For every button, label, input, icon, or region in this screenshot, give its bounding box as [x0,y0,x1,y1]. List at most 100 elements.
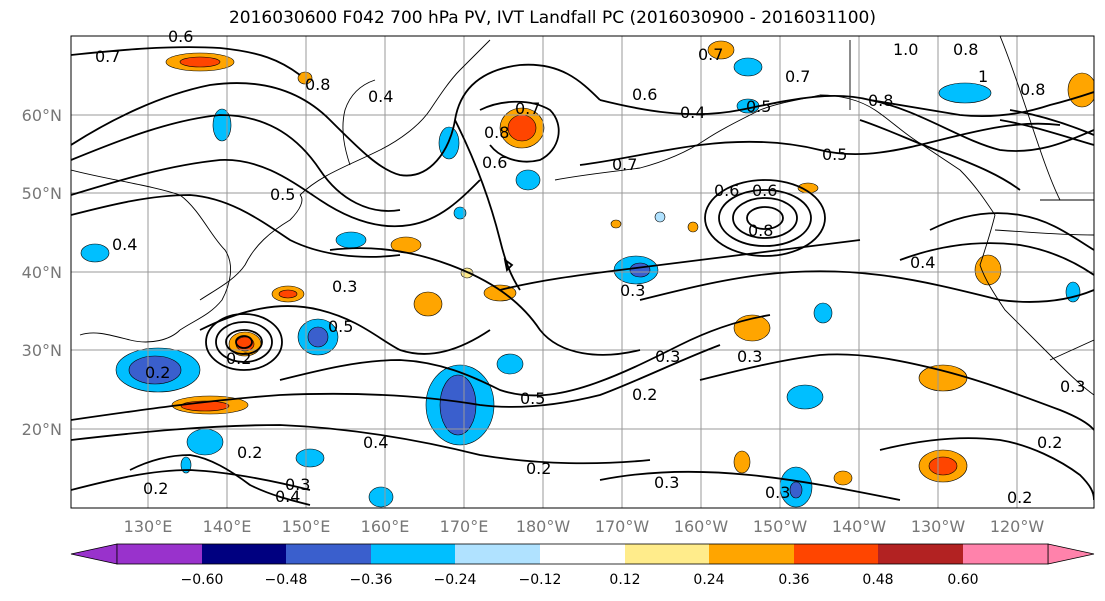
contour-label: 0.6 [714,181,739,200]
negative-anomaly-patch [1065,281,1081,303]
contour-label: 0.3 [765,483,790,502]
colorbar-segment [202,544,286,564]
colorbar-segment [878,544,963,564]
contour-label: 0.3 [655,347,680,366]
contour-label: 0.8 [1020,80,1045,99]
positive-anomaly-patch [297,71,313,85]
positive-anomaly-patch [833,470,853,486]
lat-label: 40°N [22,263,62,282]
contour-label: 0.5 [328,317,353,336]
lon-label: 170°E [440,517,489,536]
contour-label: 0.2 [1037,433,1062,452]
contour-label: 0.7 [95,47,120,66]
negative-anomaly-patch [496,353,524,375]
contour-label: 0.2 [226,349,251,368]
contour-label: 0.2 [1007,488,1032,507]
colorbar-segment [371,544,455,564]
positive-anomaly-patch [733,450,751,474]
colorbar-segment [286,544,371,564]
colorbar-tick-label: −0.60 [181,572,224,588]
contour-label: 0.2 [143,479,168,498]
positive-anomaly-patch [928,456,958,476]
positive-anomaly-patch [918,364,968,392]
pv-contours [71,46,1094,506]
colorbar-segment [963,544,1048,564]
contour-label: 0.7 [612,155,637,174]
negative-anomaly-patch [212,108,232,142]
colorbar-tick-label: −0.48 [265,572,308,588]
lat-label: 60°N [22,106,62,125]
colorbar-tick-label: −0.36 [350,572,393,588]
contour-label: 0.4 [363,433,388,452]
negative-anomaly-patch [180,456,192,474]
contour-label: 0.4 [112,235,137,254]
lat-label: 20°N [22,420,62,439]
positive-anomaly-patch [507,114,537,142]
contour-label: 0.8 [868,91,893,110]
contour-label: 0.3 [1060,377,1085,396]
contour-label: 0.6 [482,153,507,172]
lon-label: 130°W [911,517,966,536]
contour-label: 0.7 [515,99,540,118]
lon-label: 140°W [832,517,887,536]
colorbar-tick-label: −0.24 [434,572,477,588]
colorbar-segment [625,544,709,564]
contour-label: 0.8 [748,221,773,240]
contour-label: 1.0 [893,40,918,59]
colorbar-segment [540,544,625,564]
colorbar-right-arrow [1047,543,1095,565]
contour-label: 0.4 [910,253,935,272]
colorbar-segment [455,544,540,564]
colorbar-segment [794,544,878,564]
contour-label: 0.6 [168,27,193,46]
lon-label: 170°W [595,517,650,536]
lon-label: 160°E [361,517,410,536]
lon-label: 120°W [990,517,1045,536]
colorbar-tick-label: 0.12 [609,572,640,588]
colorbar-segment [709,544,794,564]
contour-label: 0.2 [237,443,262,462]
contour-label: 0.7 [698,45,723,64]
map-title: 2016030600 F042 700 hPa PV, IVT Landfall… [228,8,876,28]
contour-label: 0.5 [746,97,771,116]
contour-label: 0.4 [368,87,393,106]
colorbar-tick-label: 0.48 [862,572,893,588]
contour-label: 0.6 [752,181,777,200]
negative-anomaly-patch [295,448,325,468]
negative-anomaly-patch [813,302,833,324]
positive-anomaly-patch [610,219,622,229]
lat-label: 30°N [22,341,62,360]
positive-anomaly-patch [1067,72,1094,108]
colorbar-segment [117,544,202,564]
negative-anomaly-patch [80,243,110,263]
positive-anomaly-patch [413,291,443,317]
colorbar-outline [116,543,1049,565]
lon-label: 150°W [753,517,808,536]
contour-label: 0.5 [520,389,545,408]
negative-anomaly-patch [786,384,824,410]
positive-anomaly-patch [974,254,1002,286]
positive-anomaly-patch [278,289,298,299]
contour-label: 0.3 [620,281,645,300]
colorbar-tick-label: 0.24 [693,572,724,588]
contour-label: 0.4 [680,103,705,122]
contour-label: 0.3 [737,347,762,366]
contour-label: 0.5 [822,145,847,164]
map-frame [70,35,1095,509]
negative-anomaly-patch [186,428,224,456]
positive-anomaly-patch [707,40,735,60]
latitude-labels: 60°N 50°N 40°N 30°N 20°N [22,106,62,439]
colorbar-tick-label: −0.12 [519,572,562,588]
longitude-labels: 130°E 140°E 150°E 160°E 170°E 180°W 170°… [124,517,1045,536]
lon-label: 180°W [516,517,571,536]
negative-anomaly-patch [307,326,329,348]
positive-anomaly-patch [687,221,699,233]
colorbar: −0.60 −0.48 −0.36 −0.24 −0.12 0.12 0.24 … [70,543,1095,588]
negative-anomaly-patch [453,206,467,220]
contour-label: 0.7 [785,67,810,86]
coastlines [71,36,1094,396]
negative-anomaly-patch [335,231,367,249]
negative-anomaly-patch [654,211,666,223]
contour-label: 0.2 [145,363,170,382]
